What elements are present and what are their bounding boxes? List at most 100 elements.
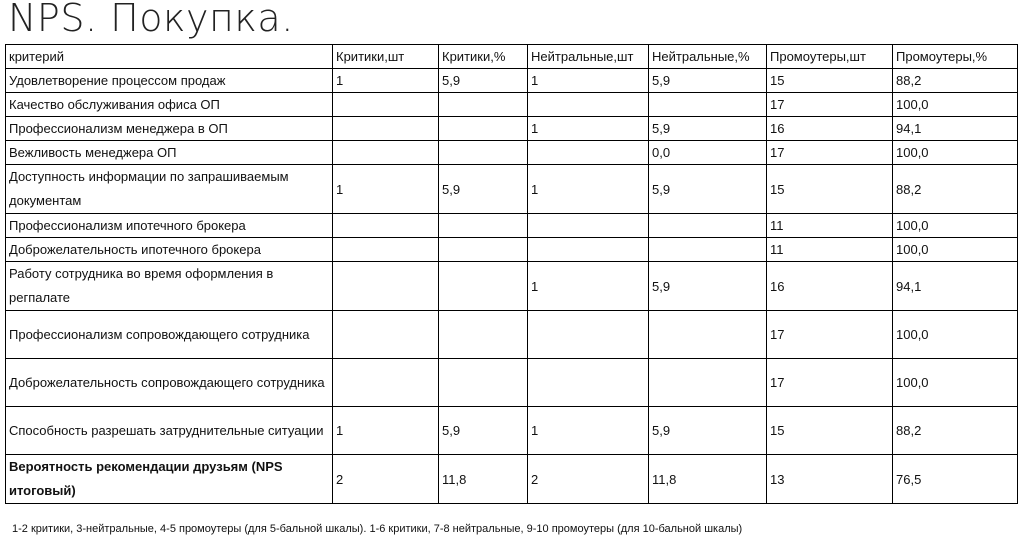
cell-promoters-percent: 94,1 — [892, 261, 1018, 311]
cell-critics-count: 1 — [332, 68, 439, 93]
cell-neutral-percent — [648, 358, 767, 407]
cell-neutral-percent: 0,0 — [648, 140, 767, 165]
cell-criterion: Вероятность рекомендации друзьям (NPS ит… — [5, 454, 333, 504]
cell-criterion: Работу сотрудника во время оформления в … — [5, 261, 333, 311]
footnote: 1-2 критики, 3-нейтральные, 4-5 промоуте… — [12, 523, 743, 535]
cell-criterion: Способность разрешать затруднительные си… — [5, 406, 333, 455]
cell-neutral-count: 1 — [527, 116, 649, 141]
header-promoters-percent: Промоутеры,% — [892, 44, 1018, 69]
cell-critics-count — [332, 310, 439, 359]
header-criterion: критерий — [5, 44, 333, 69]
table-row: Доброжелательность ипотечного брокера 11 1… — [5, 237, 1018, 262]
table-row: Профессионализм менеджера в ОП 1 5,9 16 94,1 — [5, 116, 1018, 141]
cell-critics-percent — [438, 358, 528, 407]
cell-neutral-count: 1 — [527, 68, 649, 93]
cell-criterion: Доброжелательность ипотечного брокера — [5, 237, 333, 262]
cell-neutral-count — [527, 140, 649, 165]
cell-promoters-count: 11 — [766, 213, 893, 238]
page-title: NPS. Покупка. — [8, 0, 294, 40]
cell-promoters-count: 13 — [766, 454, 893, 504]
table-row: Работу сотрудника во время оформления в … — [5, 261, 1018, 311]
cell-promoters-count: 17 — [766, 140, 893, 165]
table-row: Доброжелательность сопровождающего сотру… — [5, 358, 1018, 407]
cell-critics-percent: 5,9 — [438, 164, 528, 214]
cell-critics-count — [332, 92, 439, 117]
cell-critics-percent — [438, 261, 528, 311]
cell-critics-percent: 11,8 — [438, 454, 528, 504]
cell-critics-percent: 5,9 — [438, 406, 528, 455]
cell-criterion: Доступность информации по запрашиваемым … — [5, 164, 333, 214]
cell-promoters-count: 15 — [766, 68, 893, 93]
cell-critics-count — [332, 261, 439, 311]
cell-critics-count: 1 — [332, 406, 439, 455]
cell-neutral-count — [527, 237, 649, 262]
cell-promoters-percent: 88,2 — [892, 68, 1018, 93]
cell-neutral-count — [527, 310, 649, 359]
cell-critics-percent: 5,9 — [438, 68, 528, 93]
cell-neutral-percent: 5,9 — [648, 406, 767, 455]
cell-criterion: Качество обслуживания офиса ОП — [5, 92, 333, 117]
header-critics-count: Критики,шт — [332, 44, 439, 69]
cell-critics-count — [332, 140, 439, 165]
cell-critics-percent — [438, 213, 528, 238]
header-promoters-count: Промоутеры,шт — [766, 44, 893, 69]
cell-critics-count: 2 — [332, 454, 439, 504]
cell-promoters-percent: 100,0 — [892, 358, 1018, 407]
cell-critics-count — [332, 358, 439, 407]
cell-promoters-count: 17 — [766, 358, 893, 407]
cell-neutral-count — [527, 92, 649, 117]
cell-neutral-percent: 5,9 — [648, 116, 767, 141]
table-row: Качество обслуживания офиса ОП 17 100,0 — [5, 92, 1018, 117]
cell-neutral-count: 1 — [527, 164, 649, 214]
cell-critics-count — [332, 213, 439, 238]
table-row: Вежливость менеджера ОП 0,0 17 100,0 — [5, 140, 1018, 165]
table-row: Профессионализм ипотечного брокера 11 100,… — [5, 213, 1018, 238]
cell-promoters-percent: 100,0 — [892, 213, 1018, 238]
table-row: Способность разрешать затруднительные си… — [5, 406, 1018, 455]
cell-promoters-percent: 88,2 — [892, 406, 1018, 455]
cell-neutral-percent — [648, 237, 767, 262]
cell-critics-count — [332, 237, 439, 262]
cell-neutral-count: 2 — [527, 454, 649, 504]
cell-promoters-percent: 88,2 — [892, 164, 1018, 214]
cell-promoters-percent: 94,1 — [892, 116, 1018, 141]
cell-criterion: Удовлетворение процессом продаж — [5, 68, 333, 93]
cell-neutral-count — [527, 213, 649, 238]
cell-neutral-percent — [648, 310, 767, 359]
cell-promoters-percent: 76,5 — [892, 454, 1018, 504]
cell-critics-percent — [438, 237, 528, 262]
cell-critics-count — [332, 116, 439, 141]
cell-promoters-count: 17 — [766, 310, 893, 359]
header-critics-percent: Критики,% — [438, 44, 528, 69]
cell-criterion: Вежливость менеджера ОП — [5, 140, 333, 165]
cell-promoters-percent: 100,0 — [892, 140, 1018, 165]
table-row: Профессионализм сопровождающего сотрудни… — [5, 310, 1018, 359]
header-neutral-count: Нейтральные,шт — [527, 44, 649, 69]
cell-neutral-percent: 5,9 — [648, 68, 767, 93]
cell-critics-percent — [438, 116, 528, 141]
cell-criterion: Доброжелательность сопровождающего сотру… — [5, 358, 333, 407]
cell-promoters-count: 16 — [766, 261, 893, 311]
cell-neutral-count — [527, 358, 649, 407]
cell-criterion: Профессионализм ипотечного брокера — [5, 213, 333, 238]
cell-promoters-count: 11 — [766, 237, 893, 262]
table-row: Доступность информации по запрашиваемым … — [5, 164, 1018, 214]
cell-neutral-count: 1 — [527, 261, 649, 311]
table-row-total: Вероятность рекомендации друзьям (NPS ит… — [5, 454, 1018, 504]
cell-critics-percent — [438, 92, 528, 117]
cell-neutral-count: 1 — [527, 406, 649, 455]
table-header-row: критерий Критики,шт Критики,% Нейтральны… — [5, 44, 1018, 69]
cell-neutral-percent — [648, 213, 767, 238]
cell-critics-percent — [438, 140, 528, 165]
cell-promoters-percent: 100,0 — [892, 310, 1018, 359]
cell-promoters-count: 15 — [766, 164, 893, 214]
cell-promoters-count: 15 — [766, 406, 893, 455]
cell-critics-percent — [438, 310, 528, 359]
cell-criterion: Профессионализм сопровождающего сотрудни… — [5, 310, 333, 359]
cell-neutral-percent: 5,9 — [648, 164, 767, 214]
cell-neutral-percent: 11,8 — [648, 454, 767, 504]
cell-promoters-count: 16 — [766, 116, 893, 141]
cell-promoters-percent: 100,0 — [892, 237, 1018, 262]
nps-table: критерий Критики,шт Критики,% Нейтральны… — [5, 44, 1018, 504]
cell-neutral-percent: 5,9 — [648, 261, 767, 311]
